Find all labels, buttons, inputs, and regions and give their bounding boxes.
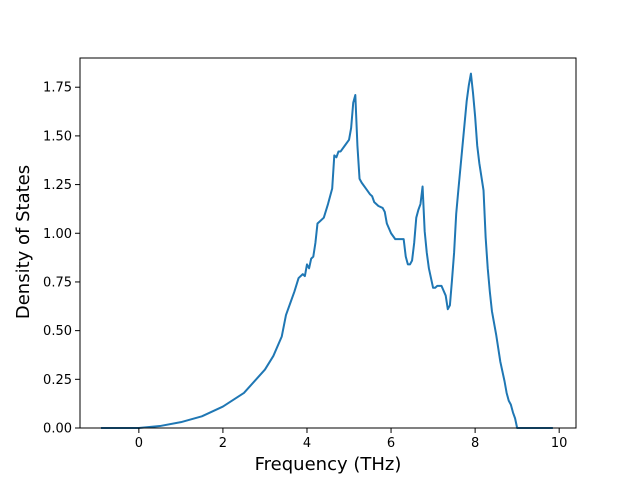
x-tick-label: 0 [135, 436, 143, 451]
y-tick-label: 1.75 [43, 81, 72, 96]
y-tick-label: 0.50 [43, 324, 72, 339]
x-tick-label: 8 [471, 436, 479, 451]
x-tick-label: 10 [551, 436, 568, 451]
y-tick-label: 0.75 [43, 275, 72, 290]
x-axis-label: Frequency (THz) [255, 454, 402, 475]
y-axis-ticks: 0.00 0.25 0.50 0.75 1.00 1.25 1.50 1.75 [43, 81, 80, 437]
y-tick-label: 0.00 [43, 422, 72, 437]
y-tick-label: 1.25 [43, 178, 72, 193]
x-tick-label: 6 [387, 436, 395, 451]
y-axis-label: Density of States [13, 165, 34, 319]
x-tick-label: 2 [219, 436, 227, 451]
x-axis-ticks: 0 2 4 6 8 10 [135, 428, 568, 451]
x-tick-label: 4 [303, 436, 311, 451]
y-tick-label: 1.50 [43, 129, 72, 144]
plot-area [101, 72, 553, 429]
dos-series-line [101, 72, 553, 429]
y-tick-label: 0.25 [43, 373, 72, 388]
axes-frame [79, 57, 577, 429]
y-tick-label: 1.00 [43, 227, 72, 242]
